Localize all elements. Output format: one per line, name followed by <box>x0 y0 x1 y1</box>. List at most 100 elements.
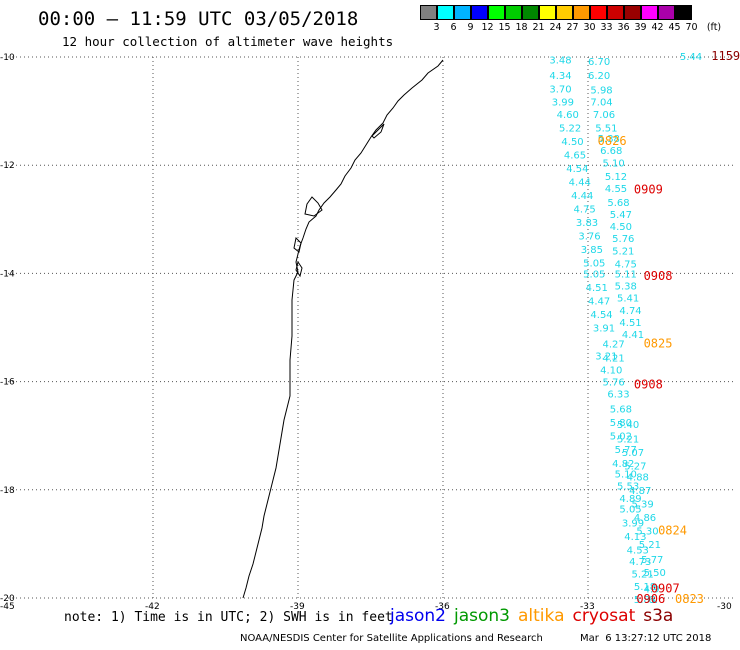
wave-height-value: 3.91 <box>593 324 615 335</box>
wave-height-value: 5.21 <box>617 434 639 445</box>
pass-time-label: 0906 <box>636 592 665 606</box>
scale-label: 15 <box>498 22 511 33</box>
scale-label: 33 <box>600 22 613 33</box>
wave-height-value: 3.70 <box>549 84 571 95</box>
wave-height-value: 4.51 <box>619 318 641 329</box>
coastline-bay <box>304 196 323 217</box>
scale-swatch <box>641 5 658 20</box>
wave-height-value: 5.05 <box>583 259 605 270</box>
lon-label: -42 <box>145 602 160 612</box>
lat-label: -20 <box>0 594 15 604</box>
scale-label: 42 <box>651 22 664 33</box>
wave-height-value: 4.86 <box>634 513 656 524</box>
wave-height-value: 6.33 <box>607 390 629 401</box>
wave-height-value: 4.34 <box>549 71 571 82</box>
wave-height-value: 5.10 <box>603 158 625 169</box>
wave-height-value: 4.74 <box>619 306 641 317</box>
satellite-s3a: s3a <box>643 606 674 626</box>
scale-swatch <box>471 5 488 20</box>
scale-swatch <box>658 5 675 20</box>
wave-height-value: 4.60 <box>557 110 579 121</box>
wave-height-value: 5.21 <box>632 570 654 581</box>
wave-height-value: 4.54 <box>566 164 588 175</box>
scale-label: 21 <box>532 22 545 33</box>
wave-height-value: 5.27 <box>624 461 646 472</box>
wave-height-value: 3.99 <box>552 97 574 108</box>
wave-height-value: 4.54 <box>590 310 612 321</box>
wave-height-value: 3.21 <box>595 352 617 363</box>
wave-height-value: 3.99 <box>622 518 644 529</box>
scale-label: 9 <box>467 22 474 33</box>
lat-label: -10 <box>0 53 15 63</box>
wave-height-value: 5.38 <box>615 281 637 292</box>
wave-height-value: 5.39 <box>632 499 654 510</box>
wave-height-value: 4.44 <box>571 191 593 202</box>
wave-height-value: 5.76 <box>603 378 625 389</box>
scale-swatch <box>505 5 522 20</box>
coastline-bay <box>295 260 303 278</box>
wave-height-value: 4.27 <box>603 340 625 351</box>
wave-height-value: 3.76 <box>578 232 600 243</box>
page-subtitle: 12 hour collection of altimeter wave hei… <box>62 34 394 49</box>
wave-height-value: 5.98 <box>590 85 612 96</box>
scale-swatch <box>454 5 471 20</box>
pass-time-label: 0908 <box>634 377 663 391</box>
credit-timestamp: Mar 6 13:27:12 UTC 2018 <box>580 633 712 644</box>
scale-label: 12 <box>481 22 494 33</box>
wave-height-value: 4.50 <box>561 137 583 148</box>
scale-label: 27 <box>566 22 579 33</box>
wave-height-value: 5.30 <box>636 526 658 537</box>
lon-label: -36 <box>435 602 450 612</box>
scale-label: 3 <box>433 22 440 33</box>
lon-label: -30 <box>717 602 732 612</box>
scale-swatch <box>539 5 556 20</box>
wave-height-value: 6.20 <box>588 71 610 82</box>
wave-height-value: 4.13 <box>624 532 646 543</box>
wave-height-value: 4.9 <box>644 584 660 595</box>
scale-label: 30 <box>583 22 596 33</box>
wave-height-value: 5.76 <box>612 234 634 245</box>
wave-height-value: 4.50 <box>610 222 632 233</box>
wave-height-value: 4.73 <box>629 557 651 568</box>
wave-height-value: 5.80 <box>610 418 632 429</box>
wave-height-value: 5.21 <box>639 540 661 551</box>
scale-swatch <box>675 5 692 20</box>
scale-swatch <box>590 5 607 20</box>
scale-label: 70 <box>685 22 698 33</box>
lon-label: -45 <box>0 602 15 612</box>
wave-height-value: 4.89 <box>619 494 641 505</box>
scale-label: 24 <box>549 22 562 33</box>
lat-label: -12 <box>0 161 15 171</box>
wave-height-value: 5.77 <box>641 555 663 566</box>
wave-height-value: 4.47 <box>588 296 610 307</box>
lon-label: -33 <box>580 602 595 612</box>
credit-line: NOAA/NESDIS Center for Satellite Applica… <box>240 633 543 644</box>
wave-height-value: 6.68 <box>600 146 622 157</box>
wave-height-value: 5.18 <box>634 582 656 593</box>
scale-swatch <box>607 5 624 20</box>
scale-label: 45 <box>668 22 681 33</box>
pass-time-label: 0825 <box>644 337 673 351</box>
coastline-bay <box>293 236 302 253</box>
wave-height-value: 5.77 <box>615 445 637 456</box>
satellite-jason3: jason3 <box>454 606 510 626</box>
wave-height-value: 5.02 <box>610 432 632 443</box>
scale-swatch <box>488 5 505 20</box>
lat-label: -18 <box>0 486 15 496</box>
scale-swatch <box>573 5 590 20</box>
lon-label: -39 <box>290 602 305 612</box>
wave-height-value: 5.44 <box>680 52 702 63</box>
wave-height-value: 5.10 <box>615 470 637 481</box>
wave-height-value: 5.07 <box>622 448 644 459</box>
wave-height-value: 4.53 <box>627 545 649 556</box>
wave-height-value: 6.70 <box>588 57 610 68</box>
satellite-altika: altika <box>518 606 565 626</box>
wave-height-value: 5.68 <box>607 198 629 209</box>
wave-height-value: 7.06 <box>593 110 615 121</box>
wave-height-value: 5.05 <box>619 505 641 516</box>
wave-height-value: 3.48 <box>549 56 571 67</box>
pass-time-label: 0823 <box>675 592 704 606</box>
scale-swatch <box>420 5 437 20</box>
wave-height-value: 4.65 <box>564 150 586 161</box>
